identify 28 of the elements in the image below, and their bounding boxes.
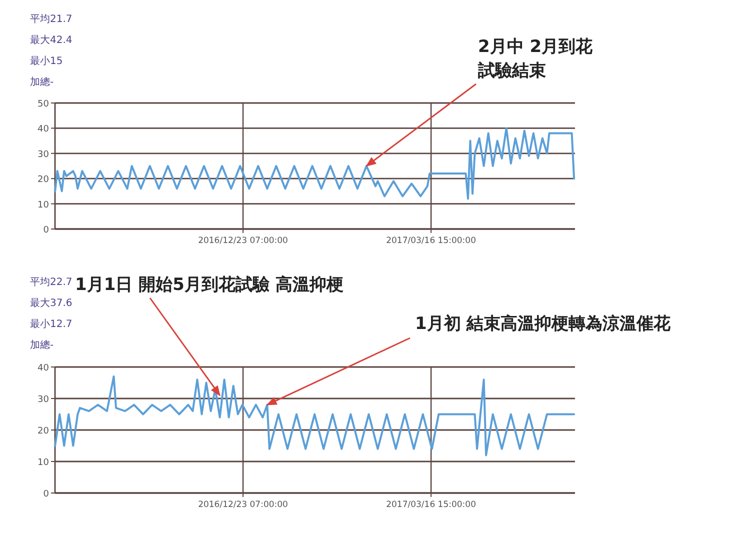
- text: 平均22.7: [30, 276, 72, 288]
- y-tick-label: 10: [38, 458, 50, 468]
- text: 最小12.7: [30, 318, 72, 330]
- y-tick-label: 0: [43, 226, 50, 236]
- text: 平均21.7: [30, 13, 72, 25]
- y-tick-label: 30: [38, 395, 50, 405]
- y-tick-label: 30: [38, 150, 50, 160]
- x-tick-label: 2016/12/23 07:00:00: [198, 236, 288, 246]
- y-tick-label: 50: [38, 100, 50, 110]
- y-tick-label: 0: [43, 490, 50, 500]
- x-tick-label: 2016/12/23 07:00:00: [198, 500, 288, 510]
- text: 加總-: [30, 76, 54, 88]
- annotation: 2月中 2月到花試驗結束: [477, 37, 594, 81]
- annotation: 1月1日 開始5月到花試驗 高溫抑梗: [75, 275, 344, 295]
- text: 最大42.4: [30, 34, 72, 46]
- y-tick-label: 10: [38, 200, 50, 210]
- line-series: [54, 375, 576, 456]
- line-series: [54, 127, 576, 200]
- text: 加總-: [30, 339, 54, 351]
- y-tick-label: 20: [38, 175, 50, 186]
- y-tick-label: 40: [38, 364, 50, 374]
- text: 最大37.6: [30, 297, 72, 309]
- x-tick-label: 2017/03/16 15:00:00: [386, 500, 476, 510]
- text: 最小15: [30, 55, 63, 67]
- y-tick-label: 40: [38, 124, 50, 135]
- x-tick-label: 2017/03/16 15:00:00: [386, 236, 476, 246]
- annotation: 1月初 結束高溫抑梗轉為涼溫催花: [415, 314, 672, 334]
- y-tick-label: 20: [38, 426, 50, 436]
